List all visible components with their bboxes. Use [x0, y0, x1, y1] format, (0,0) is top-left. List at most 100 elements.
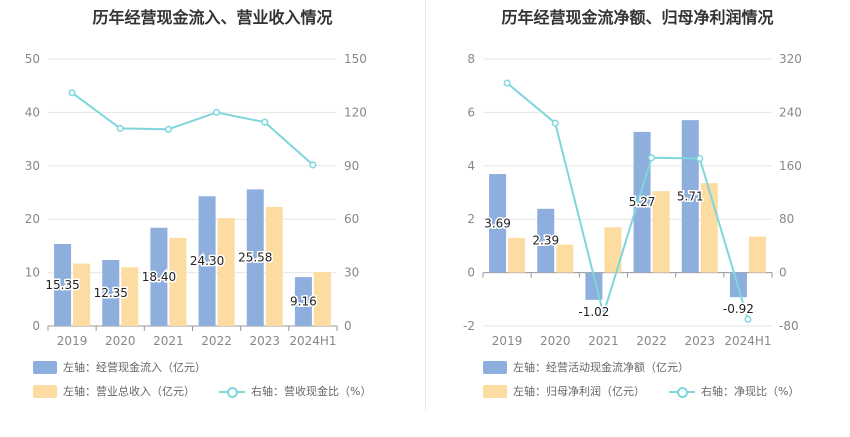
x-tick-label: 2019 — [492, 334, 523, 348]
data-label: 12.35 — [94, 286, 128, 300]
bar — [489, 174, 507, 273]
legend-swatch — [219, 385, 245, 398]
line-point — [696, 154, 704, 163]
y-tick-label-right: 160 — [779, 159, 802, 173]
bar — [121, 267, 139, 326]
data-label: 9.16 — [290, 295, 317, 309]
y-tick-label-right: 240 — [779, 105, 802, 119]
line-point — [164, 125, 172, 133]
legend-item[interactable]: 右轴：净现比（%） — [669, 383, 799, 399]
x-tick-label: 2022 — [201, 334, 232, 348]
y-tick-label-right: 150 — [344, 52, 367, 66]
data-label: 2.39 — [532, 234, 559, 248]
line-series — [506, 82, 749, 320]
chart-title: 历年经营现金流净额、归母净利润情况 — [501, 8, 774, 27]
y-tick-label-left: 4 — [467, 159, 475, 173]
y-tick-label-left: 6 — [467, 105, 475, 119]
line-point — [68, 89, 76, 97]
data-label: -1.02 — [578, 305, 609, 319]
bar — [198, 196, 216, 326]
bar — [537, 208, 555, 273]
data-label: 5.71 — [677, 189, 704, 203]
y-tick-label-right: -80 — [779, 319, 799, 333]
data-label: 5.27 — [629, 195, 656, 209]
line-point — [648, 154, 656, 162]
bar — [604, 227, 622, 273]
y-tick-label-right: 30 — [344, 266, 359, 280]
y-tick-label-left: 50 — [25, 52, 40, 66]
legend-swatch — [669, 385, 695, 398]
chart-canvas: 0 10 20 30 40 50 0 30 60 90 120 150 2019 2020 2021 2022… — [25, 52, 367, 348]
chart-canvas: -2 0 2 4 6 8 -80 0 80 160 240 320 2019 2020 2021 2022 20… — [463, 52, 802, 348]
chart-panel-left: 历年经营现金流入、营业收入情况 0 10 20 30 40 50 0 30 60 90 120 150… — [25, 8, 372, 399]
bar — [633, 131, 651, 273]
legend-label: 右轴：营收现金比（%） — [251, 385, 372, 398]
bar — [169, 237, 187, 326]
bar — [54, 244, 72, 326]
legend-swatch — [33, 360, 57, 374]
bar — [508, 237, 526, 273]
x-tick-label: 2023 — [684, 334, 715, 348]
y-tick-label-left: 40 — [25, 105, 40, 119]
x-tick-label: 2021 — [153, 334, 184, 348]
y-tick-label-left: 20 — [25, 212, 40, 226]
legend-item[interactable]: 左轴：经营活动现金流净额（亿元） — [483, 359, 689, 375]
y-tick-label-right: 0 — [779, 266, 787, 280]
data-label: 3.69 — [484, 216, 511, 230]
line-point — [309, 161, 317, 169]
y-tick-label-right: 80 — [779, 212, 794, 226]
y-tick-label-right: 120 — [344, 105, 367, 119]
y-tick-label-right: 0 — [344, 319, 352, 333]
panel-divider — [425, 0, 426, 410]
y-tick-label-left: 2 — [467, 212, 475, 226]
y-tick-label-left: 8 — [467, 52, 475, 66]
y-tick-label-left: 30 — [25, 159, 40, 173]
bar — [652, 191, 670, 273]
bar — [217, 218, 235, 326]
y-tick-label-left: 10 — [25, 266, 40, 280]
x-tick-label: 2024H1 — [724, 334, 771, 348]
bar — [150, 227, 168, 326]
legend-item[interactable]: 左轴：经营现金流入（亿元） — [33, 359, 206, 375]
line-series — [71, 92, 314, 166]
chart-panel-right: 历年经营现金流净额、归母净利润情况 -2 0 2 4 6 8 -80 0 80 160 240 320… — [425, 0, 850, 437]
line-point — [599, 310, 607, 318]
line-point — [551, 119, 559, 127]
x-tick-label: 2022 — [636, 334, 667, 348]
legend-swatch — [33, 384, 57, 398]
x-tick-label: 2024H1 — [289, 334, 336, 348]
data-label: 15.35 — [45, 278, 79, 292]
y-tick-label-left: 0 — [32, 319, 40, 333]
legend-item[interactable]: 左轴：归母净利润（亿元） — [483, 383, 645, 399]
y-tick-label-left: 0 — [467, 266, 475, 280]
line-point — [116, 124, 124, 132]
data-label: 25.58 — [238, 251, 272, 265]
y-tick-label-right: 320 — [779, 52, 802, 66]
legend-item[interactable]: 右轴：营收现金比（%） — [219, 383, 371, 399]
legend-label: 右轴：净现比（%） — [701, 385, 800, 398]
legend-label: 左轴：经营活动现金流净额（亿元） — [513, 361, 689, 374]
bar — [102, 260, 120, 326]
legend-label: 左轴：归母净利润（亿元） — [513, 385, 645, 398]
y-tick-label-left: -2 — [463, 319, 475, 333]
bar — [246, 189, 264, 326]
x-tick-label: 2019 — [57, 334, 88, 348]
bar — [313, 272, 331, 326]
x-tick-label: 2020 — [105, 334, 136, 348]
bar — [748, 236, 766, 273]
chart-title: 历年经营现金流入、营业收入情况 — [92, 8, 333, 27]
x-tick-label: 2021 — [588, 334, 619, 348]
line-point — [261, 118, 269, 126]
legend-label: 左轴：营业总收入（亿元） — [63, 385, 195, 398]
bar — [73, 263, 91, 326]
legend-item[interactable]: 左轴：营业总收入（亿元） — [33, 383, 195, 399]
line-point — [213, 108, 221, 116]
x-tick-label: 2023 — [249, 334, 280, 348]
y-tick-label-right: 60 — [344, 212, 359, 226]
bar — [294, 277, 312, 326]
bar — [265, 206, 283, 326]
line-point — [503, 79, 511, 87]
data-label: 24.30 — [190, 254, 224, 268]
line-point — [744, 315, 752, 323]
legend-label: 左轴：经营现金流入（亿元） — [63, 361, 206, 374]
